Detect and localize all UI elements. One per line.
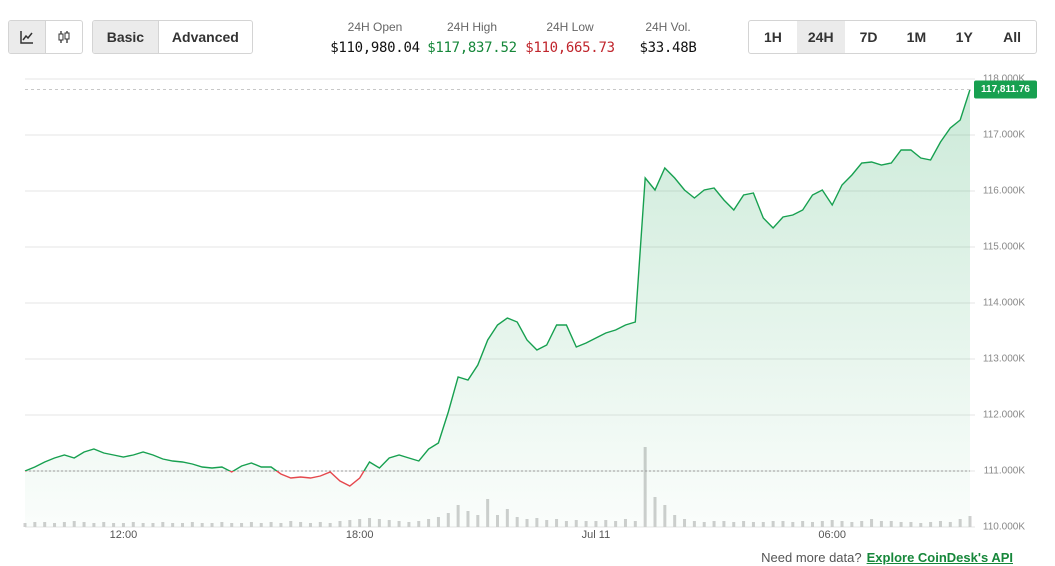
stat-label: 24H Open (347, 20, 403, 34)
y-tick-label: 115.000K (983, 242, 1025, 253)
footer: Need more data? Explore CoinDesk's API (761, 550, 1013, 565)
stat-label: 24H Low (546, 20, 594, 34)
last-price-label: 117,811.76 (981, 84, 1030, 95)
x-tick-label: 06:00 (818, 529, 846, 541)
line-chart-button[interactable] (9, 21, 46, 53)
stat: 24H Vol. $33.48B (613, 18, 723, 56)
stat: 24H Low $110,665.73 (515, 18, 625, 56)
stat-value: $33.48B (639, 40, 697, 56)
range-button[interactable]: All (1003, 29, 1021, 45)
mode-button[interactable]: Advanced (171, 29, 239, 45)
range-button[interactable]: 1Y (955, 29, 973, 45)
x-tick-label: 18:00 (346, 529, 374, 541)
stat-label: 24H High (446, 20, 498, 34)
range-button[interactable]: 24H (796, 21, 845, 53)
y-tick-label: 113.000K (983, 354, 1025, 365)
price-line (24, 89, 971, 487)
range-button[interactable]: 1H (763, 29, 782, 45)
api-link[interactable]: Explore CoinDesk's API (866, 550, 1013, 565)
y-tick-label: 117.000K (983, 130, 1025, 141)
y-tick-label: 111.000K (984, 466, 1026, 477)
last-price-badge (974, 80, 1037, 99)
stat-label: 24H Vol. (645, 20, 691, 34)
chart-style-toggle (8, 20, 83, 54)
y-tick-label: 116.000K (983, 186, 1025, 197)
stat: 24H Open $110,980.04 (320, 18, 430, 56)
stat-value: $117,837.52 (427, 40, 517, 56)
y-tick-label: 114.000K (983, 298, 1025, 309)
stat-value: $110,665.73 (525, 40, 615, 56)
stat: 24H High $117,837.52 (417, 18, 527, 56)
range-button[interactable]: 1M (906, 29, 927, 45)
range-toggle: 1H 24H 7D 1M 1Y All (748, 20, 1037, 54)
price-area (25, 89, 970, 527)
x-tick-label: Jul 11 (582, 529, 611, 541)
y-tick-label: 110.000K (983, 522, 1025, 533)
x-tick-label: 12:00 (110, 529, 138, 541)
line-icon (20, 31, 33, 44)
range-button[interactable]: 7D (859, 29, 878, 45)
stat-value: $110,980.04 (330, 40, 420, 56)
y-tick-label: 112.000K (983, 410, 1025, 421)
footer-text: Need more data? (761, 550, 862, 565)
candle-icon (58, 31, 70, 43)
mode-button[interactable]: Basic (93, 21, 159, 53)
candle-chart-button[interactable] (46, 21, 82, 53)
y-tick-label: 118.000K (983, 74, 1025, 85)
mode-toggle: Basic Advanced (92, 20, 253, 54)
